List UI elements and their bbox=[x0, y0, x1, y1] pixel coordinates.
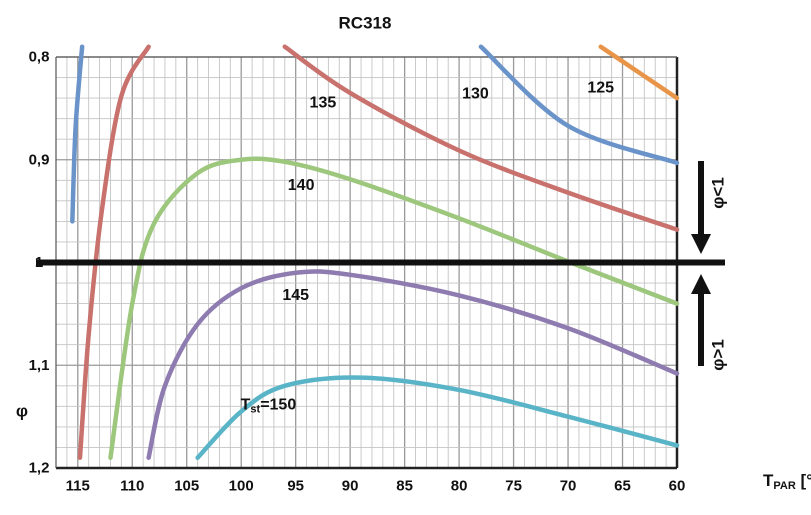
x-tick-label: 100 bbox=[229, 478, 254, 495]
arrow-up-head bbox=[691, 274, 711, 294]
annotation-label: φ>1 bbox=[709, 339, 728, 371]
series-label-135: 135 bbox=[310, 95, 337, 112]
x-tick-label: 75 bbox=[505, 478, 522, 495]
x-tick-label: 80 bbox=[451, 478, 468, 495]
series-140-line-3 bbox=[108, 156, 680, 460]
y-tick-label: 1 bbox=[35, 254, 43, 271]
series-label-140: 140 bbox=[288, 177, 315, 194]
x-tick-label: 105 bbox=[174, 478, 199, 495]
series-group bbox=[70, 44, 680, 460]
arrow-down-head bbox=[691, 234, 711, 254]
y-tick-label: 0,8 bbox=[29, 49, 50, 66]
x-tick-label: 110 bbox=[120, 478, 144, 495]
y-tick-label: 0,9 bbox=[29, 151, 50, 168]
x-tick-label: 65 bbox=[614, 478, 631, 495]
x-tick-label: 90 bbox=[342, 478, 359, 495]
series-125-line-0 bbox=[598, 44, 680, 101]
series-135-line-2 bbox=[282, 44, 680, 232]
fluid-label: RC318 bbox=[339, 14, 392, 33]
x-tick-label: 95 bbox=[287, 478, 304, 495]
series-label-symbol: T bbox=[241, 396, 251, 413]
x-axis-subscript: PAR bbox=[773, 480, 795, 492]
series-label-150: Tst=150 bbox=[241, 396, 297, 416]
annotation-1: φ>1 bbox=[709, 339, 728, 371]
series-label-130: 130 bbox=[462, 85, 489, 102]
series-label-subscript: st bbox=[250, 403, 260, 415]
text-group: 60 65 70 75 80 85 90 95 100 105 110 115 0,8 0,9 1 1,1 1,… bbox=[16, 14, 811, 495]
y-axis-label: φ bbox=[16, 402, 28, 421]
x-tick-label: 70 bbox=[560, 478, 577, 495]
y-tick-label: 1,2 bbox=[29, 460, 50, 477]
x-axis-label: TPAR [°C] bbox=[763, 471, 811, 493]
x-axis-unit: [°C] bbox=[796, 471, 811, 490]
y-tick-label: 1,1 bbox=[29, 357, 50, 374]
series-145-line-4 bbox=[146, 269, 680, 460]
series-line-6 bbox=[77, 44, 151, 460]
x-tick-label: 115 bbox=[66, 478, 90, 495]
x-tick-label: 85 bbox=[396, 478, 413, 495]
x-axis-symbol: T bbox=[763, 471, 774, 490]
series-line-7 bbox=[70, 44, 85, 224]
series-130-line-1 bbox=[478, 44, 680, 166]
series-label-125: 125 bbox=[587, 79, 614, 96]
annotation-0: φ<1 bbox=[709, 177, 728, 209]
series-label-145: 145 bbox=[282, 287, 309, 304]
annotation-group bbox=[691, 161, 711, 366]
series-label-value: =150 bbox=[260, 396, 296, 413]
x-tick-label: 60 bbox=[669, 478, 686, 495]
series-t-line-5 bbox=[195, 375, 680, 460]
annotation-label: φ<1 bbox=[709, 177, 728, 209]
